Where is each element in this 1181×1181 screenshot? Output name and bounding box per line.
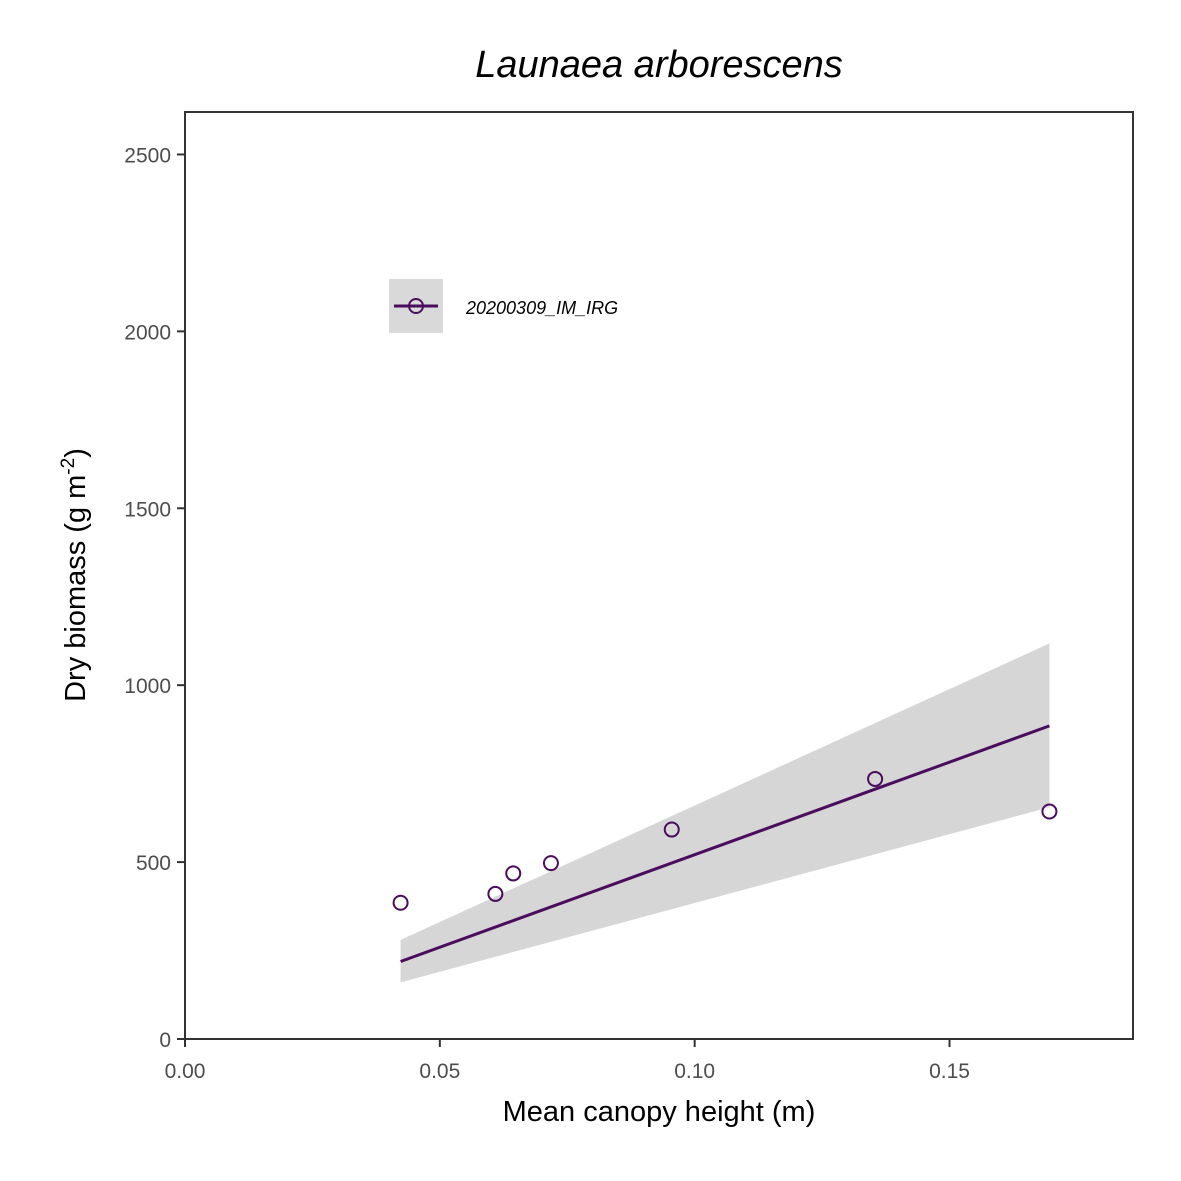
legend-key-marker xyxy=(408,298,424,314)
y-axis-title: Dry biomass (g m-2) xyxy=(58,448,92,702)
y-axis-title-end: ) xyxy=(60,448,92,458)
y-axis-title-main: Dry biomass (g m xyxy=(60,475,92,702)
data-points-layer xyxy=(392,770,1058,911)
x-tick-label: 0.05 xyxy=(419,1060,460,1083)
x-axis-title: Mean canopy height (m) xyxy=(503,1096,816,1128)
data-point-6 xyxy=(867,770,884,787)
y-tick-label: 2000 xyxy=(124,321,171,344)
data-point-1 xyxy=(392,894,409,911)
legend-label: 20200309_IM_IRG xyxy=(465,298,618,318)
chart-title: Launaea arborescens xyxy=(475,44,843,86)
x-tick-label: 0.00 xyxy=(165,1060,206,1083)
y-tick-label: 0 xyxy=(159,1029,171,1052)
x-axis: 0.00 0.05 0.10 0.15 xyxy=(165,1039,970,1083)
data-point-7 xyxy=(1041,803,1058,820)
x-tick-label: 0.10 xyxy=(674,1060,715,1083)
y-tick-label: 1000 xyxy=(124,675,171,698)
data-point-2 xyxy=(487,885,504,902)
y-tick-label: 2500 xyxy=(124,144,171,167)
fit-line xyxy=(400,724,1050,963)
plot-panel-border xyxy=(184,111,1134,1040)
legend: 20200309_IM_IRG xyxy=(389,279,618,333)
fit-line-layer xyxy=(400,724,1050,963)
y-tick-label: 1500 xyxy=(124,498,171,521)
data-point-3 xyxy=(505,865,522,882)
confidence-band-layer xyxy=(400,643,1050,983)
x-tick-label: 0.15 xyxy=(929,1060,970,1083)
data-point-4 xyxy=(542,855,559,872)
y-axis-title-superscript: -2 xyxy=(58,458,79,475)
y-tick-label: 500 xyxy=(136,852,171,875)
y-axis: 0 500 1000 1500 2000 2500 xyxy=(124,144,185,1052)
confidence-band xyxy=(400,643,1050,983)
data-point-5 xyxy=(663,821,680,838)
